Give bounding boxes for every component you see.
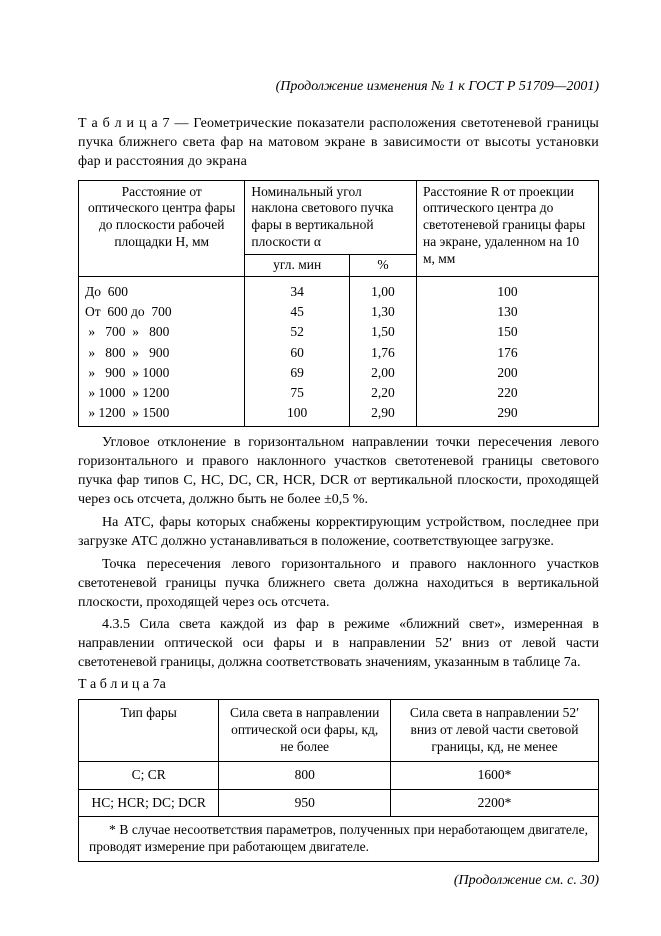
table7a-cell: 2200* bbox=[390, 789, 598, 817]
paragraph-3: Точка пересечения левого горизонтального… bbox=[78, 556, 599, 613]
table7-cell-min: 60 bbox=[245, 343, 350, 363]
table7-cell-range: » 700 » 800 bbox=[79, 322, 245, 342]
table7a-col3-header: Сила света в направлении 52′ вниз от лев… bbox=[390, 700, 598, 762]
table7-cell-min: 52 bbox=[245, 322, 350, 342]
table7-cell-range: » 1200 » 1500 bbox=[79, 403, 245, 427]
table7a-note-row: * В случае несоответствия параметров, по… bbox=[79, 817, 599, 862]
table7-col2-header: Номинальный угол наклона светового пучка… bbox=[245, 180, 417, 255]
table7-label: Т а б л и ц а 7 bbox=[78, 116, 170, 131]
table7-col3-header: Расстояние R от проекции оптического цен… bbox=[416, 180, 598, 276]
table-row: » 800 » 900601,76176 bbox=[79, 343, 599, 363]
paragraph-4: 4.3.5 Сила света каждой из фар в режиме … bbox=[78, 616, 599, 673]
table7-cell-pct: 1,00 bbox=[349, 276, 416, 302]
table-row: С; CR8001600* bbox=[79, 761, 599, 789]
table7-cell-pct: 1,76 bbox=[349, 343, 416, 363]
table7-col1-header: Расстояние от оптического центра фары до… bbox=[79, 180, 245, 276]
table7-col2b-header: % bbox=[349, 255, 416, 277]
table7: Расстояние от оптического центра фары до… bbox=[78, 180, 599, 428]
table7a-cell: 1600* bbox=[390, 761, 598, 789]
table7-cell-r: 150 bbox=[416, 322, 598, 342]
table7a-col1-header: Тип фары bbox=[79, 700, 219, 762]
table7-cell-min: 100 bbox=[245, 403, 350, 427]
table-row: От 600 до 700451,30130 bbox=[79, 302, 599, 322]
table7-cell-range: От 600 до 700 bbox=[79, 302, 245, 322]
table7-cell-range: До 600 bbox=[79, 276, 245, 302]
table7-cell-r: 100 bbox=[416, 276, 598, 302]
table7-cell-range: » 800 » 900 bbox=[79, 343, 245, 363]
table7-cell-r: 200 bbox=[416, 363, 598, 383]
table7-cell-pct: 2,90 bbox=[349, 403, 416, 427]
table7a-note: * В случае несоответствия параметров, по… bbox=[79, 817, 599, 862]
table7a-cell: С; CR bbox=[79, 761, 219, 789]
table7-cell-range: » 900 » 1000 bbox=[79, 363, 245, 383]
table7-cell-min: 69 bbox=[245, 363, 350, 383]
table7a-caption: Т а б л и ц а 7а bbox=[78, 676, 599, 695]
table7-cell-pct: 2,20 bbox=[349, 383, 416, 403]
table7-cell-r: 130 bbox=[416, 302, 598, 322]
table-row: До 600341,00100 bbox=[79, 276, 599, 302]
table7-cell-min: 45 bbox=[245, 302, 350, 322]
table7-col2a-header: угл. мин bbox=[245, 255, 350, 277]
table7a-col2-header: Сила света в направлении оптической оси … bbox=[219, 700, 391, 762]
table-row: НС; HCR; DC; DCR9502200* bbox=[79, 789, 599, 817]
table7a-cell: НС; HCR; DC; DCR bbox=[79, 789, 219, 817]
table7a-cell: 950 bbox=[219, 789, 391, 817]
page-header-continuation: (Продолжение изменения № 1 к ГОСТ Р 5170… bbox=[78, 78, 599, 97]
table-row: » 700 » 800521,50150 bbox=[79, 322, 599, 342]
paragraph-1: Угловое отклонение в горизонтальном напр… bbox=[78, 434, 599, 510]
table-row: » 900 » 1000692,00200 bbox=[79, 363, 599, 383]
table7-cell-range: » 1000 » 1200 bbox=[79, 383, 245, 403]
table7-cell-r: 220 bbox=[416, 383, 598, 403]
table-row: » 1000 » 1200752,20220 bbox=[79, 383, 599, 403]
table7-cell-r: 290 bbox=[416, 403, 598, 427]
table7a: Тип фары Сила света в направлении оптиче… bbox=[78, 699, 599, 862]
paragraph-2: На АТС, фары которых снабжены корректиру… bbox=[78, 514, 599, 552]
page-footer-continuation: (Продолжение см. с. 30) bbox=[78, 872, 599, 891]
table7-cell-min: 75 bbox=[245, 383, 350, 403]
table7-cell-r: 176 bbox=[416, 343, 598, 363]
table7-cell-min: 34 bbox=[245, 276, 350, 302]
table7a-cell: 800 bbox=[219, 761, 391, 789]
table7-cell-pct: 1,50 bbox=[349, 322, 416, 342]
table7-cell-pct: 1,30 bbox=[349, 302, 416, 322]
table7-cell-pct: 2,00 bbox=[349, 363, 416, 383]
table-row: » 1200 » 15001002,90290 bbox=[79, 403, 599, 427]
table7-caption: Т а б л и ц а 7 — Геометрические показат… bbox=[78, 115, 599, 172]
